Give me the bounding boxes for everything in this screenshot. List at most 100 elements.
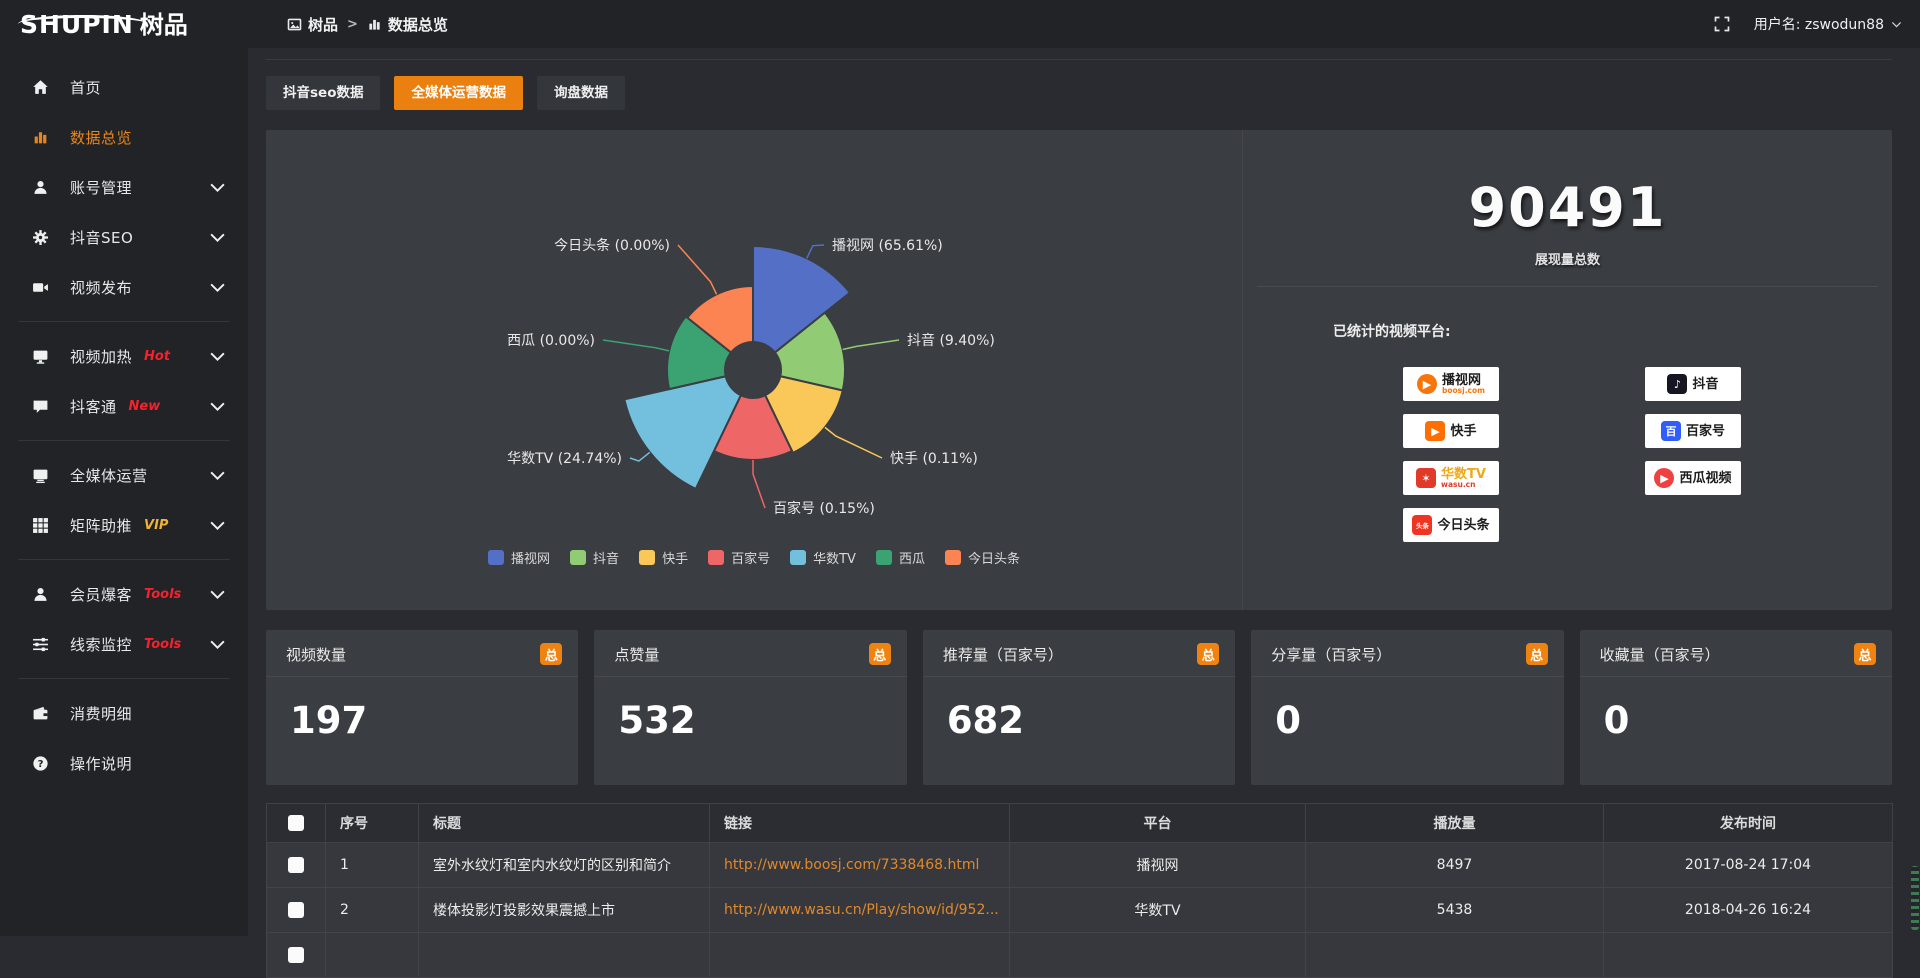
total-badge[interactable]: 总 — [1854, 643, 1877, 665]
total-badge[interactable]: 总 — [868, 643, 891, 665]
sidebar-item-instructions[interactable]: ? 操作说明 — [0, 738, 248, 788]
legend-item[interactable]: 播视网 — [488, 548, 550, 567]
tab-douyin-seo-data[interactable]: 抖音seo数据 — [266, 76, 381, 110]
legend-item[interactable]: 抖音 — [570, 548, 619, 567]
chevron-down-icon — [210, 590, 225, 599]
col-time: 发布时间 — [1603, 803, 1893, 843]
sidebar-flag: Hot — [144, 348, 171, 364]
platform-badge: ▶ 西瓜视频 — [1645, 461, 1741, 496]
chevron-down-icon — [210, 471, 225, 480]
col-no: 序号 — [325, 803, 419, 843]
sidebar-item-home[interactable]: 首页 — [0, 62, 248, 112]
cell-link[interactable]: http://www.boosj.com/7338468.html — [724, 857, 980, 873]
legend-swatch — [570, 550, 587, 565]
bars-icon — [369, 19, 380, 30]
legend-label: 今日头条 — [967, 552, 1020, 567]
stat-card-collect-count: 收藏量（百家号） 总 0 — [1579, 630, 1893, 785]
label-line — [806, 244, 825, 259]
screen-icon — [33, 350, 48, 364]
platform-badge: ✶ 华数TV wasu.cn — [1403, 461, 1499, 496]
platform-logo-icon: ♪ — [1667, 374, 1688, 395]
stat-value: 197 — [290, 699, 368, 742]
user-icon — [34, 180, 47, 194]
label-line — [842, 339, 900, 351]
col-plays: 播放量 — [1305, 803, 1604, 843]
topbar: SHUPIN 树品 树品 > 数据总览 用户名: zswodun88 — [0, 0, 1920, 48]
cell-plays: 8497 — [1305, 842, 1604, 888]
legend-swatch — [488, 550, 505, 565]
legend-item[interactable]: 华数TV — [790, 548, 856, 567]
divider — [18, 678, 230, 679]
chevron-down-icon — [210, 352, 225, 361]
sidebar-flag: Tools — [144, 586, 182, 602]
total-badge[interactable]: 总 — [1197, 643, 1220, 665]
breadcrumb-item[interactable]: 数据总览 — [367, 14, 448, 35]
platform-name: 华数TV — [1441, 466, 1486, 482]
chevron-down-icon — [209, 586, 226, 603]
row-checkbox[interactable] — [288, 947, 304, 963]
tab-bar: 抖音seo数据 全媒体运营数据 询盘数据 — [266, 76, 1892, 110]
sidebar-flag: Tools — [144, 636, 182, 652]
cell-title[interactable]: 楼体投影灯投影效果震撼上市 — [418, 887, 710, 933]
svg-text:?: ? — [38, 758, 44, 769]
breadcrumb: 树品 > 数据总览 — [287, 14, 448, 35]
user-menu[interactable]: 用户名: zswodun88 — [1754, 14, 1902, 34]
platform-name: 西瓜视频 — [1679, 470, 1732, 486]
sidebar-item-member-burst[interactable]: 会员爆客 Tools — [0, 569, 248, 619]
sidebar-item-douketong[interactable]: 抖客通 New — [0, 381, 248, 431]
stat-value: 682 — [946, 699, 1025, 742]
sidebar-item-consumption-detail[interactable]: 消费明细 — [0, 688, 248, 738]
platform-badge: 百 百家号 — [1645, 414, 1741, 449]
scrollbar-thumb[interactable] — [1911, 866, 1919, 930]
sidebar: 首页 数据总览 账号管理 抖音SEO 视频发布 视频加热 Hot 抖客通 — [0, 48, 248, 936]
row-checkbox[interactable] — [288, 902, 304, 918]
legend-swatch — [708, 550, 725, 565]
cell-platform: 播视网 — [1009, 842, 1306, 888]
sidebar-item-account-management[interactable]: 账号管理 — [0, 162, 248, 212]
pie-label: 抖音 (9.40%) — [907, 332, 995, 349]
chevron-down-icon — [210, 233, 225, 242]
tab-media-operation-data[interactable]: 全媒体运营数据 — [394, 76, 523, 110]
stat-card-video-count: 视频数量 总 197 — [266, 630, 579, 785]
pie-slice — [773, 311, 846, 392]
platform-badge: 头条 今日头条 — [1403, 508, 1499, 543]
chevron-down-icon — [209, 398, 226, 415]
legend-swatch — [790, 550, 807, 565]
row-checkbox[interactable] — [288, 857, 304, 873]
chevron-down-icon — [209, 179, 226, 196]
cell-link[interactable]: http://www.wasu.cn/Play/show/id/952... — [724, 902, 999, 918]
pie-label: 播视网 (65.61%) — [832, 238, 943, 254]
sidebar-item-data-overview[interactable]: 数据总览 — [0, 112, 248, 162]
tab-inquiry-data[interactable]: 询盘数据 — [536, 76, 625, 110]
total-badge[interactable]: 总 — [1525, 643, 1548, 665]
label-line — [602, 339, 670, 352]
legend-item[interactable]: 西瓜 — [875, 548, 925, 567]
cell-title[interactable]: 室外水纹灯和室内水纹灯的区别和简介 — [418, 842, 710, 888]
main-content: 抖音seo数据 全媒体运营数据 询盘数据 播视网 (65.61%) 抖音 (9.40%… — [248, 48, 1920, 978]
sidebar-item-matrix-boost[interactable]: 矩阵助推 VIP — [0, 500, 248, 550]
question-icon: ? — [33, 755, 48, 771]
chevron-down-icon — [1891, 16, 1902, 32]
legend-item[interactable]: 快手 — [639, 548, 688, 567]
sidebar-item-video-heat[interactable]: 视频加热 Hot — [0, 331, 248, 381]
legend-item[interactable]: 百家号 — [708, 548, 770, 567]
sidebar-item-douyin-seo[interactable]: 抖音SEO — [0, 212, 248, 262]
select-all-checkbox[interactable] — [288, 815, 304, 831]
label-line — [824, 426, 883, 459]
cell-time: 2018-04-26 16:24 — [1603, 887, 1893, 933]
sidebar-item-media-operation[interactable]: 全媒体运营 — [0, 450, 248, 500]
divider — [266, 59, 1892, 60]
sidebar-item-video-publish[interactable]: 视频发布 — [0, 262, 248, 312]
pie-slice — [666, 314, 733, 391]
fullscreen-icon[interactable] — [1714, 16, 1730, 32]
total-badge[interactable]: 总 — [540, 643, 563, 665]
sidebar-item-clue-monitor[interactable]: 线索监控 Tools — [0, 619, 248, 669]
chart-card: 播视网 (65.61%) 抖音 (9.40%) 快手 (0.11%) 百家号 (0.1… — [266, 130, 1892, 610]
breadcrumb-item[interactable]: 树品 — [287, 14, 338, 35]
legend-item[interactable]: 今日头条 — [944, 548, 1020, 567]
col-title: 标题 — [418, 803, 710, 843]
chevron-down-icon — [1891, 21, 1902, 27]
stat-value: 0 — [1603, 699, 1630, 742]
legend-label: 抖音 — [593, 552, 620, 567]
user-icon — [34, 587, 47, 601]
